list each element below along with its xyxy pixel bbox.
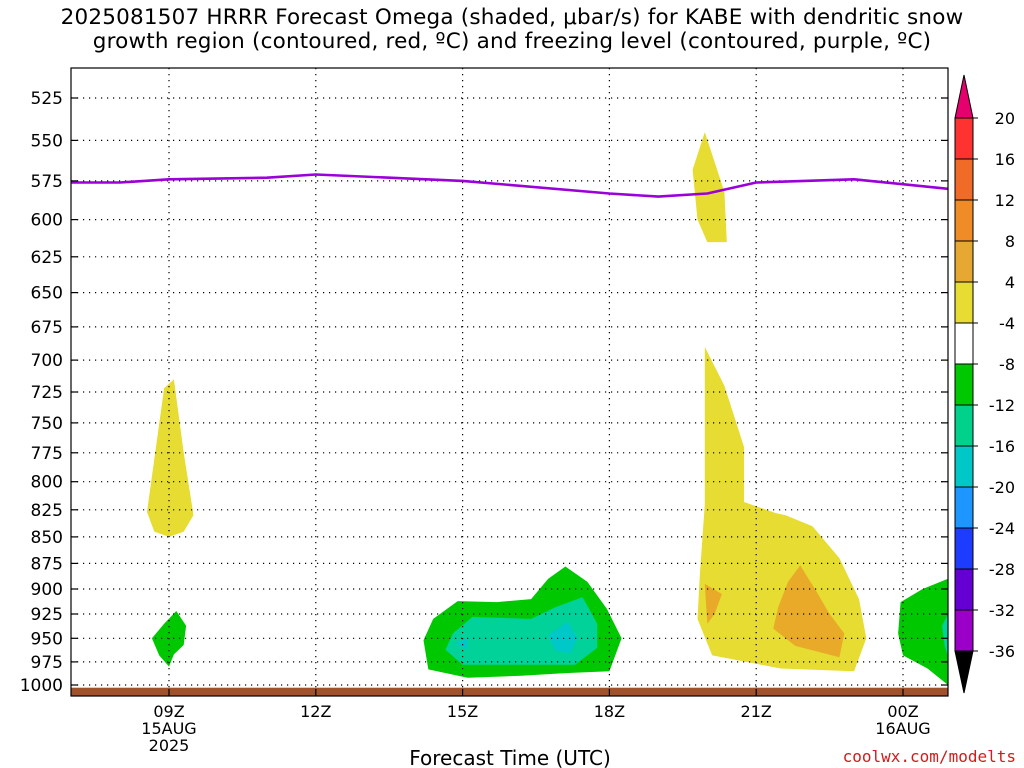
omega-region-0	[147, 379, 194, 537]
y-tick-label-600: 600	[31, 211, 63, 231]
y-tick-label-675: 675	[31, 318, 63, 338]
omega-region-2	[697, 347, 867, 672]
y-tick-label-625: 625	[31, 248, 63, 268]
y-tick-label-975: 975	[31, 653, 63, 673]
colorbar-box-2	[954, 199, 974, 242]
y-tick-label-1000: 1000	[20, 676, 63, 696]
contour-lines-layer	[71, 173, 949, 696]
title-line-1: 2025081507 HRRR Forecast Omega (shaded, …	[60, 5, 964, 30]
omega-shading-layer	[147, 132, 948, 685]
y-tick-label-925: 925	[31, 605, 63, 625]
y-axis: 525 550 575 600 625 650 675 700 725 750 775 800 825 8…	[20, 89, 948, 696]
y-tick-label-750: 750	[31, 414, 63, 434]
x-axis-label: Forecast Time (UTC)	[409, 746, 611, 768]
colorbar-box-11	[954, 568, 974, 611]
colorbar-label-9: -20	[989, 478, 1015, 497]
colorbar-label-6: -8	[999, 355, 1015, 374]
y-tick-label-900: 900	[31, 580, 63, 600]
colorbar-box-10	[954, 527, 974, 570]
omega-region-4	[773, 565, 845, 658]
y-tick-label-875: 875	[31, 554, 63, 574]
omega-region-10	[898, 578, 948, 685]
colorbar-box-7	[954, 404, 974, 447]
freezing-level-line	[71, 173, 949, 198]
plot-frame	[70, 67, 949, 697]
y-tick-label-775: 775	[31, 444, 63, 464]
x-tick-label-24-0: 00Z	[887, 702, 918, 721]
omega-region-8	[548, 621, 578, 654]
colorbar-box-3	[954, 240, 974, 283]
colorbar-label-1: 16	[995, 150, 1015, 169]
colorbar-label-2: 12	[995, 191, 1015, 210]
x-tick-label-9-1: 15AUG	[141, 719, 196, 738]
omega-region-3	[704, 583, 722, 624]
y-tick-label-850: 850	[31, 528, 63, 548]
colorbar-arrow-bottom	[954, 650, 974, 694]
colorbar-box-0	[954, 117, 974, 160]
colorbar-box-8	[954, 445, 974, 488]
omega-region-1	[692, 132, 727, 243]
y-tick-label-575: 575	[31, 172, 63, 192]
colorbar-label-12: -32	[989, 601, 1015, 620]
colorbar-label-10: -24	[989, 519, 1015, 538]
colorbar-box-1	[954, 158, 974, 201]
colorbar-label-0: 20	[995, 109, 1015, 128]
chart-title: 2025081507 HRRR Forecast Omega (shaded, …	[0, 6, 1024, 54]
colorbar-label-7: -12	[989, 396, 1015, 415]
colorbar-label-8: -16	[989, 437, 1015, 456]
y-tick-label-950: 950	[31, 629, 63, 649]
surface-band	[71, 687, 948, 696]
colorbar-box-4	[954, 281, 974, 324]
y-tick-label-800: 800	[31, 473, 63, 493]
x-tick-label-18-0: 18Z	[594, 702, 625, 721]
y-tick-label-725: 725	[31, 383, 63, 403]
colorbar-box-9	[954, 486, 974, 529]
x-tick-label-15-0: 15Z	[447, 702, 478, 721]
colorbar-box-12	[954, 609, 974, 652]
y-tick-label-650: 650	[31, 284, 63, 304]
colorbar-label-13: -36	[989, 642, 1015, 661]
colorbar-box-5	[954, 322, 974, 365]
omega-region-9	[455, 638, 468, 650]
y-tick-label-700: 700	[31, 351, 63, 371]
x-tick-label-12-0: 12Z	[300, 702, 331, 721]
colorbar-label-4: 4	[1005, 273, 1015, 292]
credit-text: coolwx.com/modelts	[843, 747, 1016, 766]
x-tick-label-9-0: 09Z	[153, 702, 184, 721]
colorbar-label-11: -28	[989, 560, 1015, 579]
y-tick-label-525: 525	[31, 89, 63, 109]
omega-region-11	[942, 614, 948, 658]
x-tick-label-21-0: 21Z	[741, 702, 772, 721]
colorbar-label-5: -4	[999, 314, 1015, 333]
colorbar: 20 16 12 8 4 -4 -8 -12 -16 -20 -24 -28 -32 -36	[954, 74, 1015, 694]
x-tick-label-9-2: 2025	[149, 736, 190, 755]
x-tick-label-24-1: 16AUG	[875, 719, 930, 738]
grid-layer	[71, 68, 948, 696]
colorbar-label-3: 8	[1005, 232, 1015, 251]
y-tick-label-825: 825	[31, 501, 63, 521]
colorbar-box-6	[954, 363, 974, 406]
colorbar-arrow-top	[954, 74, 974, 119]
y-tick-label-550: 550	[31, 131, 63, 151]
title-line-2: growth region (contoured, red, ºC) and f…	[92, 29, 932, 54]
